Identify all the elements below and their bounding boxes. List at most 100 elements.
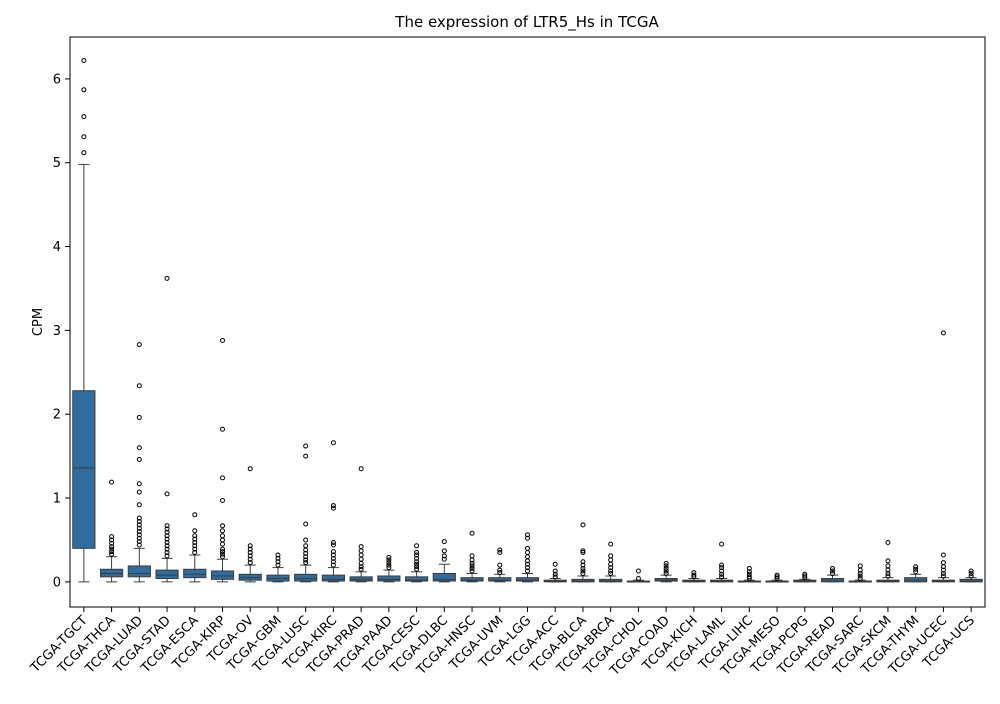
- outlier-point: [830, 570, 835, 576]
- box-tcga-kirp: [210, 570, 235, 580]
- outlier-point: [802, 571, 808, 577]
- outlier-point: [330, 549, 336, 555]
- outlier-point: [136, 532, 142, 538]
- outlier-point: [580, 522, 586, 528]
- outlier-point: [330, 503, 336, 509]
- outlier-point: [192, 543, 198, 549]
- y-tick-label: 4: [53, 240, 61, 255]
- outlier-point: [857, 576, 863, 581]
- outlier-point: [719, 541, 725, 547]
- outlier-point: [136, 539, 142, 545]
- outlier-point: [552, 561, 558, 567]
- outlier-point: [774, 574, 780, 580]
- outlier-point: [136, 445, 142, 451]
- outlier-point: [580, 559, 586, 565]
- outlier-point: [885, 539, 891, 545]
- outlier-point: [386, 555, 392, 561]
- outlier-point: [525, 568, 530, 574]
- outlier-point: [525, 554, 530, 560]
- outlier-point: [940, 570, 946, 576]
- outlier-point: [580, 565, 586, 571]
- outlier-point: [608, 541, 614, 547]
- outlier-point: [303, 550, 309, 556]
- outlier-point: [802, 575, 808, 581]
- outlier-point: [608, 565, 614, 571]
- outlier-point: [552, 571, 558, 577]
- outlier-point: [830, 565, 835, 571]
- outlier-point: [136, 383, 142, 389]
- box-tcga-lgg: [515, 577, 540, 582]
- y-tick-label: 5: [53, 156, 61, 171]
- outlier-point: [386, 562, 392, 568]
- outlier-point: [663, 560, 669, 566]
- outlier-point: [220, 337, 225, 343]
- outlier-point: [109, 551, 115, 557]
- outlier-point: [220, 533, 225, 539]
- outlier-point: [940, 573, 946, 579]
- outlier-point: [220, 537, 225, 543]
- outlier-point: [968, 573, 974, 579]
- outlier-point: [441, 553, 447, 559]
- outlier-point: [247, 556, 253, 562]
- outlier-point: [136, 502, 142, 508]
- outlier-point: [164, 529, 170, 535]
- box-tcga-tgct: [72, 390, 96, 549]
- outlier-point: [497, 570, 503, 576]
- outlier-point: [469, 565, 475, 571]
- outlier-point: [330, 505, 336, 511]
- outlier-point: [136, 519, 142, 524]
- outlier-point: [968, 570, 974, 576]
- outlier-point: [358, 552, 364, 558]
- outlier-point: [164, 543, 170, 549]
- outlier-point: [330, 552, 336, 558]
- outlier-point: [552, 568, 558, 574]
- y-axis-label: CPM: [31, 308, 46, 336]
- outlier-point: [386, 560, 392, 566]
- outlier-point: [885, 558, 891, 564]
- outlier-point: [330, 542, 336, 548]
- outlier-point: [164, 553, 170, 559]
- box-tcga-kirc: [321, 574, 345, 582]
- outlier-point: [414, 561, 420, 567]
- outlier-point: [275, 552, 281, 558]
- outlier-point: [774, 576, 780, 581]
- outlier-point: [469, 530, 475, 536]
- outlier-point: [414, 559, 420, 565]
- outlier-point: [330, 539, 336, 545]
- box-tcga-uvm: [488, 577, 512, 582]
- y-tick-label: 1: [53, 492, 61, 507]
- outlier-point: [81, 57, 87, 63]
- outlier-point: [719, 565, 725, 571]
- outlier-point: [497, 547, 503, 553]
- outlier-point: [497, 567, 503, 573]
- outlier-point: [303, 554, 309, 560]
- outlier-point: [580, 570, 586, 576]
- outlier-point: [885, 573, 891, 579]
- outlier-point: [663, 570, 669, 576]
- outlier-point: [525, 535, 530, 541]
- outlier-point: [358, 566, 364, 572]
- outlier-point: [247, 560, 253, 566]
- outlier-point: [81, 114, 87, 120]
- outlier-point: [164, 546, 170, 552]
- outlier-point: [247, 466, 253, 472]
- outlier-point: [136, 489, 142, 495]
- outlier-point: [136, 481, 142, 487]
- outlier-point: [830, 568, 835, 574]
- outlier-point: [469, 568, 475, 574]
- y-tick-label: 6: [53, 72, 61, 87]
- outlier-point: [580, 568, 586, 574]
- outlier-point: [109, 549, 115, 555]
- outlier-point: [857, 573, 863, 579]
- outlier-point: [414, 543, 420, 549]
- outlier-point: [109, 479, 115, 485]
- outlier-point: [525, 550, 530, 556]
- outlier-point: [303, 443, 309, 449]
- outlier-point: [192, 536, 198, 542]
- outlier-point: [802, 573, 808, 579]
- outlier-point: [330, 440, 336, 446]
- outlier-point: [247, 543, 253, 549]
- outlier-point: [719, 562, 725, 568]
- outlier-point: [330, 559, 336, 565]
